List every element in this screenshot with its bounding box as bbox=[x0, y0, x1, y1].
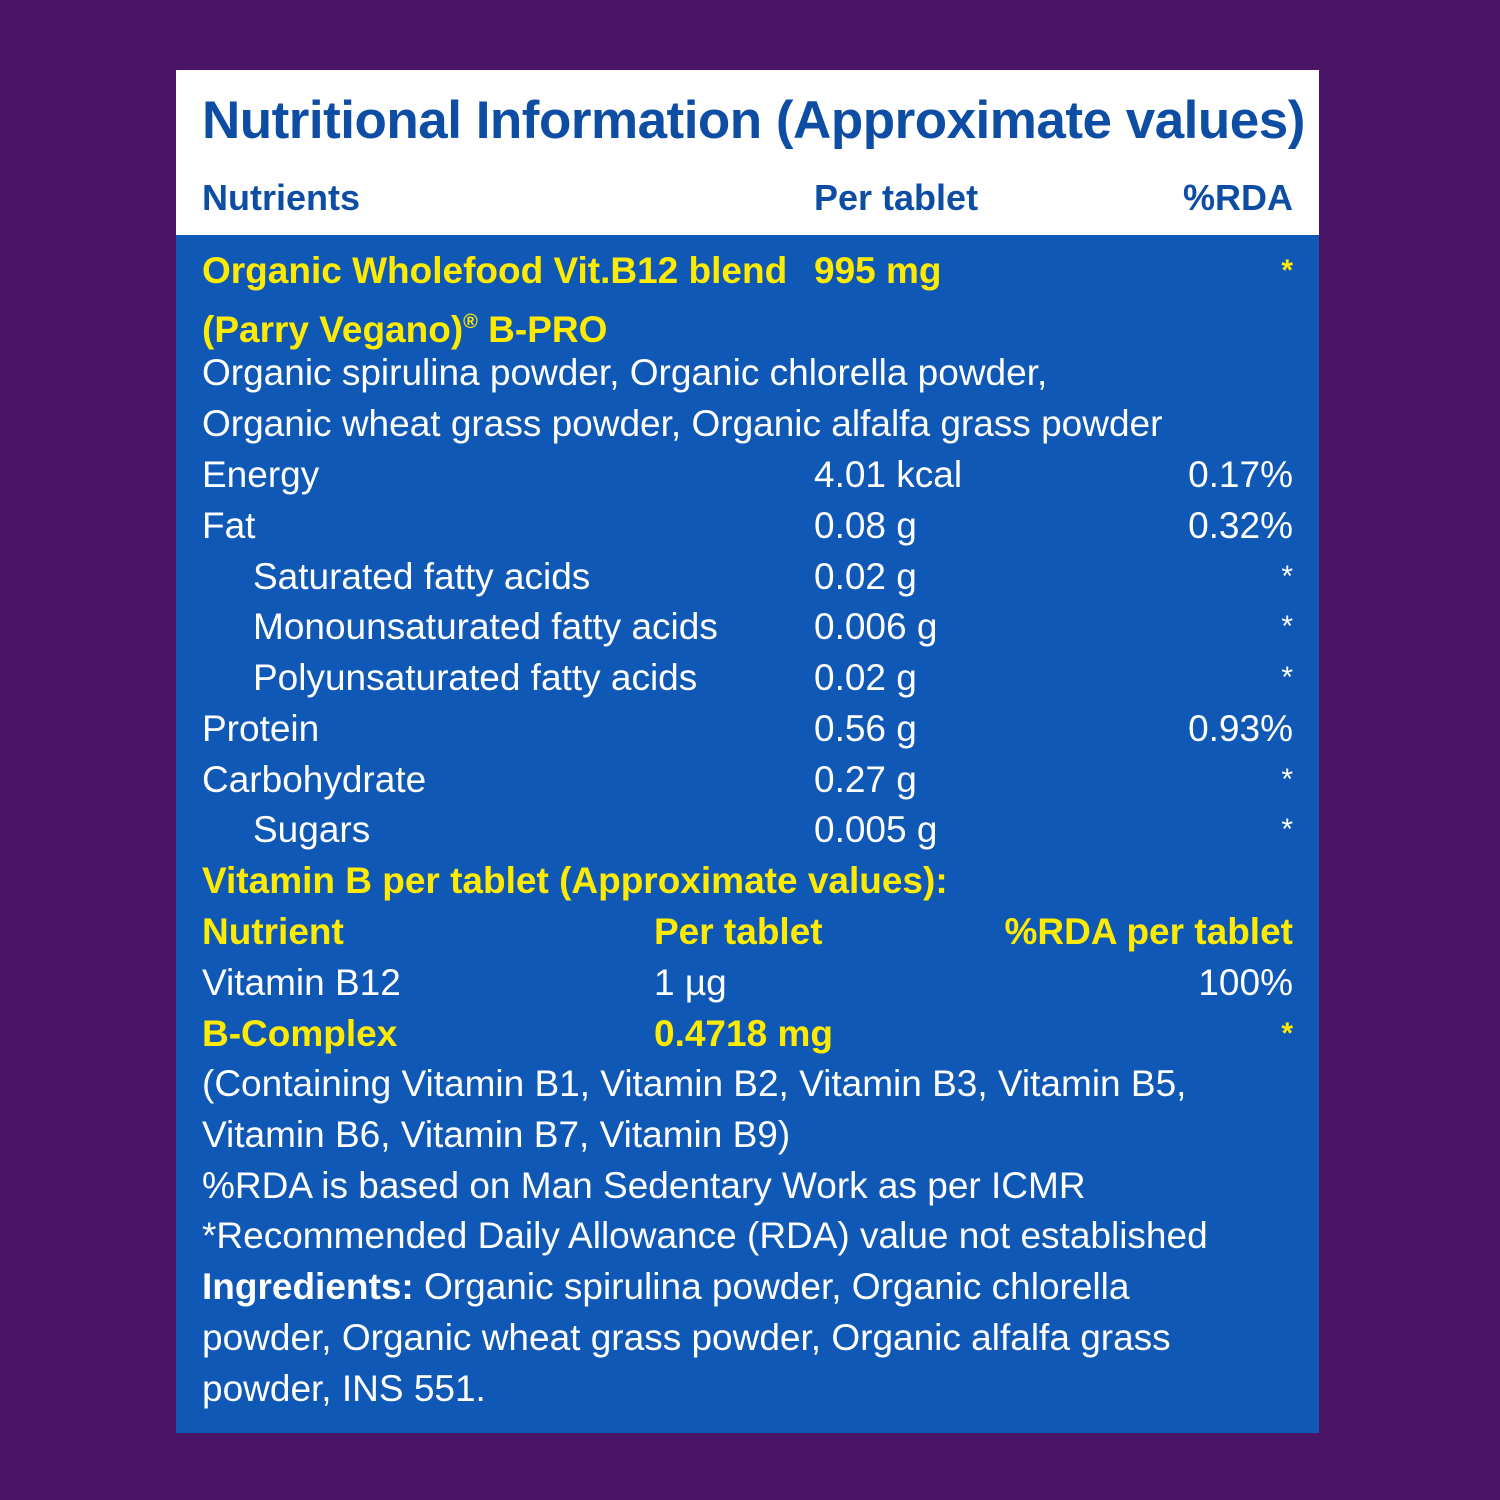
table-row: Polyunsaturated fatty acids 0.02 g * bbox=[176, 653, 1319, 703]
blend-brand: (Parry Vegano)® B-PRO bbox=[202, 309, 608, 350]
ingredients-line-3: powder, INS 551. bbox=[202, 1368, 486, 1409]
nutrient-amount: 0.56 g bbox=[814, 708, 917, 749]
nutrient-name: Polyunsaturated fatty acids bbox=[253, 657, 698, 698]
blend-name: Organic Wholefood Vit.B12 blend bbox=[202, 250, 788, 291]
nutrient-name: Fat bbox=[202, 505, 256, 546]
nutrient-amount: 0.005 g bbox=[814, 809, 938, 850]
vitamin-section-heading: Vitamin B per tablet (Approximate values… bbox=[202, 860, 948, 901]
nutrient-rda: * bbox=[1281, 560, 1293, 593]
nutrition-panel: Nutritional Information (Approximate val… bbox=[176, 70, 1319, 1433]
vitamin-rda: 100% bbox=[1198, 962, 1293, 1003]
rda-not-established-note: *Recommended Daily Allowance (RDA) value… bbox=[202, 1215, 1208, 1256]
b-complex-note-line-2: Vitamin B6, Vitamin B7, Vitamin B9) bbox=[202, 1114, 791, 1155]
nutrient-rda: 0.32% bbox=[1188, 505, 1293, 546]
nutrient-amount: 0.27 g bbox=[814, 759, 917, 800]
rda-basis-note: %RDA is based on Man Sedentary Work as p… bbox=[202, 1165, 1086, 1206]
nutrient-rda: 0.93% bbox=[1188, 708, 1293, 749]
nutrient-name: Energy bbox=[202, 454, 320, 495]
nutrient-rda: * bbox=[1281, 661, 1293, 694]
ingredients-line-2: powder, Organic wheat grass powder, Orga… bbox=[202, 1317, 1171, 1358]
table-row: Monounsaturated fatty acids 0.006 g * bbox=[176, 602, 1319, 652]
nutrient-name: Protein bbox=[202, 708, 320, 749]
column-header-nutrients: Nutrients bbox=[202, 177, 361, 218]
nutrient-name: Saturated fatty acids bbox=[253, 556, 591, 597]
nutrient-rda: * bbox=[1281, 763, 1293, 796]
vitamin-name: B-Complex bbox=[202, 1013, 398, 1054]
nutrient-name: Carbohydrate bbox=[202, 759, 427, 800]
blend-contents-line-1: Organic spirulina powder, Organic chlore… bbox=[202, 352, 1048, 393]
table-row: Energy 4.01 kcal 0.17% bbox=[176, 450, 1319, 500]
nutrient-rda: 0.17% bbox=[1188, 454, 1293, 495]
panel-header: Nutritional Information (Approximate val… bbox=[176, 70, 1319, 235]
nutrient-amount: 0.02 g bbox=[814, 657, 917, 698]
table-row-blend-brand: (Parry Vegano)® B-PRO bbox=[176, 297, 1319, 350]
vitamin-amount: 1 µg bbox=[654, 962, 727, 1003]
vitamin-col-per-tablet: Per tablet bbox=[654, 911, 823, 952]
vitamin-col-nutrient: Nutrient bbox=[202, 911, 344, 952]
blend-amount: 995 mg bbox=[814, 250, 942, 291]
nutrient-amount: 0.02 g bbox=[814, 556, 917, 597]
nutrient-name: Monounsaturated fatty acids bbox=[253, 606, 718, 647]
vitamin-col-rda: %RDA per tablet bbox=[1004, 911, 1293, 952]
vitamin-name: Vitamin B12 bbox=[202, 962, 401, 1003]
table-row-blend: Organic Wholefood Vit.B12 blend 995 mg * bbox=[176, 246, 1319, 296]
vitamin-table-header: Nutrient Per tablet %RDA per tablet bbox=[176, 907, 1319, 957]
table-row-b-complex: B-Complex 0.4718 mg * bbox=[176, 1009, 1319, 1059]
table-row-vitamin-b12: Vitamin B12 1 µg 100% bbox=[176, 958, 1319, 1008]
table-row: Saturated fatty acids 0.02 g * bbox=[176, 552, 1319, 602]
blend-contents-line-2: Organic wheat grass powder, Organic alfa… bbox=[202, 403, 1163, 444]
column-header-per-tablet: Per tablet bbox=[814, 177, 979, 218]
table-row: Protein 0.56 g 0.93% bbox=[176, 704, 1319, 754]
ingredients-line-1: Ingredients: Organic spirulina powder, O… bbox=[202, 1266, 1130, 1307]
blend-rda: * bbox=[1281, 254, 1293, 287]
table-row: Fat 0.08 g 0.32% bbox=[176, 501, 1319, 551]
table-row: Carbohydrate 0.27 g * bbox=[176, 755, 1319, 805]
column-header-rda: %RDA bbox=[1182, 177, 1293, 218]
ingredients-label: Ingredients: bbox=[202, 1266, 414, 1307]
nutrient-rda: * bbox=[1281, 610, 1293, 643]
nutrient-amount: 4.01 kcal bbox=[814, 454, 963, 495]
nutrient-rda: * bbox=[1281, 813, 1293, 846]
nutrient-amount: 0.08 g bbox=[814, 505, 917, 546]
table-row: Sugars 0.005 g * bbox=[176, 805, 1319, 855]
vitamin-rda: * bbox=[1281, 1017, 1293, 1050]
b-complex-note-line-1: (Containing Vitamin B1, Vitamin B2, Vita… bbox=[202, 1063, 1187, 1104]
nutrient-name: Sugars bbox=[253, 809, 371, 850]
page-title: Nutritional Information (Approximate val… bbox=[202, 91, 1305, 150]
nutrient-amount: 0.006 g bbox=[814, 606, 938, 647]
vitamin-amount: 0.4718 mg bbox=[654, 1013, 833, 1054]
